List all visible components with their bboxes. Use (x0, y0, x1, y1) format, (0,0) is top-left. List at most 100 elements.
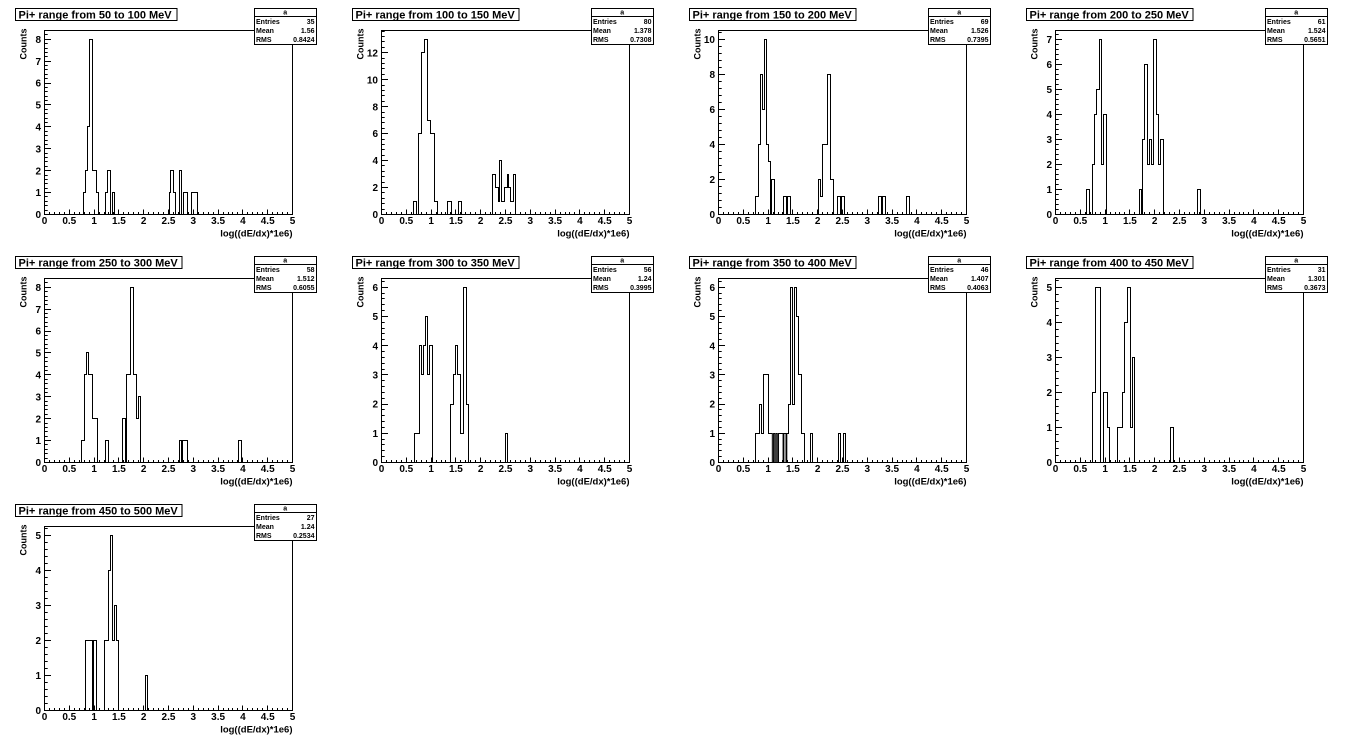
svg-text:1: 1 (1046, 423, 1052, 434)
svg-text:Counts: Counts (19, 525, 29, 556)
svg-text:56: 56 (644, 267, 652, 274)
svg-text:log((dE/dx)*1e6): log((dE/dx)*1e6) (894, 229, 966, 240)
svg-text:8: 8 (35, 35, 41, 46)
svg-text:Counts: Counts (693, 277, 703, 308)
svg-text:1.5: 1.5 (786, 216, 800, 227)
svg-text:2: 2 (141, 216, 147, 227)
svg-text:4: 4 (577, 464, 583, 475)
svg-text:RMS: RMS (930, 37, 946, 44)
svg-text:3: 3 (1202, 464, 1208, 475)
svg-text:2.5: 2.5 (162, 216, 176, 227)
svg-text:1.56: 1.56 (301, 28, 315, 35)
svg-text:log((dE/dx)*1e6): log((dE/dx)*1e6) (557, 477, 629, 488)
svg-text:0.5651: 0.5651 (1304, 37, 1326, 44)
svg-text:1: 1 (1046, 185, 1052, 196)
svg-text:4.5: 4.5 (261, 464, 275, 475)
svg-text:Mean: Mean (256, 524, 274, 531)
svg-text:6: 6 (372, 129, 378, 140)
svg-text:1: 1 (91, 712, 97, 723)
svg-text:7: 7 (1046, 35, 1052, 46)
svg-text:1.512: 1.512 (297, 276, 315, 283)
svg-text:2: 2 (141, 712, 147, 723)
svg-text:5: 5 (627, 216, 633, 227)
svg-text:Mean: Mean (256, 276, 274, 283)
svg-text:1: 1 (765, 216, 771, 227)
svg-text:1.5: 1.5 (1123, 216, 1137, 227)
svg-text:1: 1 (765, 464, 771, 475)
svg-text:Mean: Mean (1267, 276, 1285, 283)
svg-text:3.5: 3.5 (548, 464, 562, 475)
svg-text:27: 27 (307, 515, 315, 522)
svg-text:a: a (283, 257, 287, 264)
svg-text:3: 3 (528, 464, 534, 475)
svg-text:1: 1 (428, 464, 434, 475)
svg-text:3: 3 (865, 216, 871, 227)
svg-text:a: a (1294, 9, 1298, 16)
svg-text:7: 7 (35, 305, 41, 316)
svg-text:0: 0 (1046, 210, 1052, 221)
svg-text:4.5: 4.5 (261, 712, 275, 723)
svg-text:10: 10 (704, 35, 716, 46)
svg-text:12: 12 (367, 48, 379, 59)
svg-text:0: 0 (1053, 464, 1059, 475)
svg-text:2: 2 (1152, 216, 1158, 227)
svg-text:4: 4 (1046, 110, 1052, 121)
svg-text:3: 3 (709, 370, 715, 381)
svg-text:31: 31 (1318, 267, 1326, 274)
svg-text:3.5: 3.5 (211, 464, 225, 475)
svg-text:2.5: 2.5 (162, 712, 176, 723)
svg-text:2: 2 (141, 464, 147, 475)
svg-text:2.5: 2.5 (499, 216, 513, 227)
svg-text:5: 5 (1301, 464, 1307, 475)
svg-text:0.6055: 0.6055 (293, 285, 315, 292)
svg-text:1.5: 1.5 (112, 712, 126, 723)
svg-text:0.7395: 0.7395 (967, 37, 989, 44)
svg-text:1: 1 (35, 188, 41, 199)
svg-text:RMS: RMS (256, 37, 272, 44)
svg-text:4: 4 (35, 370, 41, 381)
svg-text:3: 3 (528, 216, 534, 227)
svg-text:1.5: 1.5 (449, 464, 463, 475)
svg-text:2: 2 (372, 183, 378, 194)
svg-text:4: 4 (35, 566, 41, 577)
svg-text:log((dE/dx)*1e6): log((dE/dx)*1e6) (220, 725, 292, 736)
svg-text:RMS: RMS (1267, 285, 1283, 292)
svg-text:RMS: RMS (593, 285, 609, 292)
svg-text:0.5: 0.5 (736, 464, 750, 475)
svg-text:3.5: 3.5 (548, 216, 562, 227)
svg-text:2: 2 (1046, 388, 1052, 399)
svg-text:2.5: 2.5 (1173, 216, 1187, 227)
svg-text:3.5: 3.5 (1222, 216, 1236, 227)
svg-text:Entries: Entries (1267, 19, 1291, 26)
svg-text:8: 8 (709, 70, 715, 81)
svg-text:6: 6 (709, 283, 715, 294)
svg-text:4.5: 4.5 (1272, 464, 1286, 475)
svg-text:3: 3 (372, 370, 378, 381)
svg-text:RMS: RMS (256, 285, 272, 292)
svg-text:Mean: Mean (593, 28, 611, 35)
svg-text:4.5: 4.5 (1272, 216, 1286, 227)
svg-text:0: 0 (372, 210, 378, 221)
svg-text:5: 5 (35, 349, 41, 360)
svg-text:2: 2 (372, 400, 378, 411)
svg-text:Counts: Counts (356, 29, 366, 60)
svg-text:5: 5 (1301, 216, 1307, 227)
svg-text:61: 61 (1318, 19, 1326, 26)
svg-text:1: 1 (372, 429, 378, 440)
svg-text:0.5: 0.5 (1073, 464, 1087, 475)
svg-text:Pi+ range from 150 to 200 MeV: Pi+ range from 150 to 200 MeV (693, 10, 853, 22)
svg-text:4: 4 (914, 216, 920, 227)
svg-text:0: 0 (42, 712, 48, 723)
svg-text:4: 4 (35, 122, 41, 133)
svg-text:8: 8 (35, 283, 41, 294)
svg-text:1: 1 (35, 671, 41, 682)
svg-text:RMS: RMS (256, 533, 272, 540)
svg-text:Counts: Counts (356, 277, 366, 308)
svg-text:log((dE/dx)*1e6): log((dE/dx)*1e6) (1231, 229, 1303, 240)
svg-text:4: 4 (372, 341, 378, 352)
svg-text:1.5: 1.5 (1123, 464, 1137, 475)
svg-text:58: 58 (307, 267, 315, 274)
svg-text:5: 5 (964, 216, 970, 227)
svg-text:4: 4 (1251, 216, 1257, 227)
svg-text:3: 3 (191, 464, 197, 475)
